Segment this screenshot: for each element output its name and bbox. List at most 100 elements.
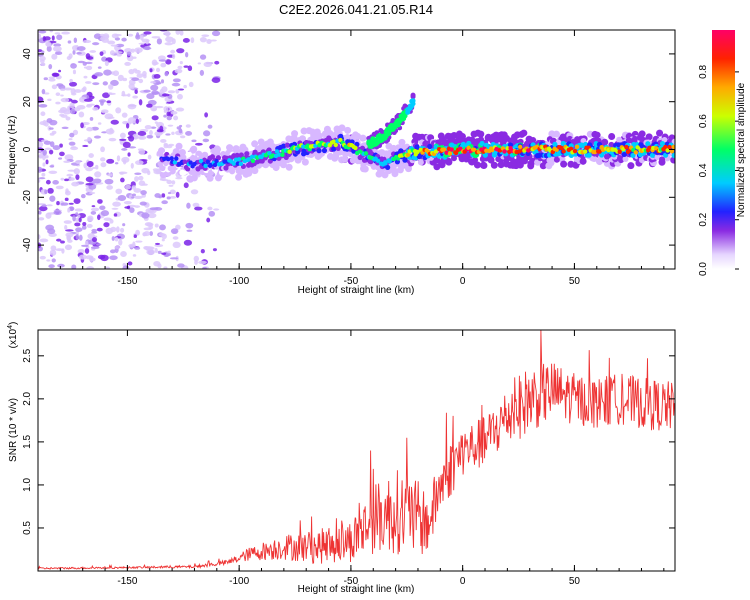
noise-blob: [127, 33, 134, 37]
noise-blob: [108, 84, 114, 90]
noise-blob: [169, 257, 179, 260]
noise-blob: [69, 81, 78, 87]
ridge-point: [363, 151, 369, 156]
noise-blob: [49, 195, 56, 202]
noise-blob: [120, 227, 125, 233]
ridge-point: [495, 156, 502, 163]
noise-blob: [163, 114, 167, 118]
noise-blob: [119, 171, 124, 175]
noise-blob: [175, 88, 180, 94]
snr-ylabel: SNR (10 * v/v): [8, 398, 19, 462]
noise-blob: [147, 212, 157, 219]
ridge-point: [250, 158, 256, 164]
noise-blob: [81, 225, 87, 230]
noise-blob: [211, 30, 221, 37]
ridge-point: [441, 147, 447, 152]
noise-blob: [52, 180, 59, 185]
noise-blob: [193, 255, 200, 262]
ridge-point: [553, 156, 560, 163]
ridge-point: [359, 134, 367, 142]
noise-blob: [41, 88, 46, 95]
noise-blob: [109, 219, 114, 224]
x-tick-label: 50: [569, 576, 581, 587]
ridge-point: [223, 165, 229, 171]
noise-blob: [104, 60, 109, 67]
noise-blob: [59, 151, 65, 157]
noise-blob: [103, 69, 112, 76]
ridge-point: [573, 156, 580, 163]
noise-blob: [167, 124, 174, 127]
noise-blob: [94, 171, 102, 178]
noise-blob: [71, 99, 78, 104]
noise-blob: [86, 223, 93, 228]
noise-blob: [178, 128, 183, 134]
noise-blob: [158, 59, 167, 62]
noise-blob: [134, 69, 141, 74]
ridge-point: [280, 152, 285, 158]
ridge-point: [169, 156, 174, 161]
noise-blob: [158, 232, 166, 237]
noise-blob: [73, 89, 82, 93]
noise-blob: [149, 68, 153, 73]
ridge-point: [552, 130, 560, 138]
ridge-point: [385, 164, 391, 171]
x-tick-label: -50: [344, 276, 359, 287]
noise-blob: [60, 240, 65, 244]
noise-blob: [99, 51, 104, 56]
noise-blob: [85, 182, 94, 186]
noise-blob: [128, 146, 137, 149]
noise-blob: [90, 207, 100, 212]
noise-blob: [211, 77, 221, 83]
noise-blob: [207, 206, 213, 211]
ridge-point: [517, 149, 522, 154]
noise-blob: [97, 214, 101, 221]
noise-blob: [54, 32, 61, 35]
noise-blob: [47, 228, 56, 235]
noise-blob: [82, 221, 87, 226]
spectrogram-xlabel: Height of straight line (km): [298, 285, 415, 296]
noise-blob: [112, 201, 121, 207]
noise-blob: [78, 111, 85, 118]
y-tick-label: 1.0: [22, 478, 33, 492]
noise-blob: [87, 136, 92, 142]
noise-blob: [102, 81, 108, 86]
ridge-point: [383, 161, 388, 166]
noise-blob: [56, 200, 60, 206]
noise-blob: [149, 231, 153, 236]
ridge-point: [450, 131, 458, 139]
noise-blob: [134, 89, 138, 94]
noise-blob: [75, 234, 80, 240]
noise-blob: [61, 126, 69, 130]
noise-blob: [152, 108, 157, 111]
ridge-point: [335, 145, 341, 152]
noise-blob: [38, 210, 42, 215]
noise-blob: [147, 154, 152, 160]
noise-blob: [161, 200, 168, 205]
noise-blob: [91, 231, 98, 234]
noise-blob: [69, 108, 76, 115]
noise-blob: [91, 205, 96, 208]
noise-blob: [155, 242, 160, 245]
noise-blob: [78, 254, 88, 260]
noise-blob: [122, 141, 131, 148]
noise-blob: [44, 92, 50, 95]
x-tick-label: -150: [117, 276, 137, 287]
noise-blob: [127, 93, 131, 97]
noise-blob: [179, 124, 183, 128]
y-tick-label: -20: [22, 190, 33, 205]
noise-blob: [175, 177, 183, 180]
noise-blob: [78, 217, 82, 223]
noise-blob: [174, 68, 183, 74]
noise-blob: [175, 224, 181, 230]
ridge-point: [285, 163, 293, 171]
ridge-point: [405, 152, 411, 158]
noise-blob: [96, 243, 102, 246]
noise-blob: [71, 92, 77, 96]
ridge-point: [453, 150, 459, 156]
ridge-point: [479, 140, 485, 147]
noise-blob: [63, 220, 72, 224]
ridge-point: [670, 156, 675, 164]
noise-blob: [82, 86, 87, 92]
ridge-point: [665, 148, 670, 153]
noise-blob: [90, 210, 97, 215]
